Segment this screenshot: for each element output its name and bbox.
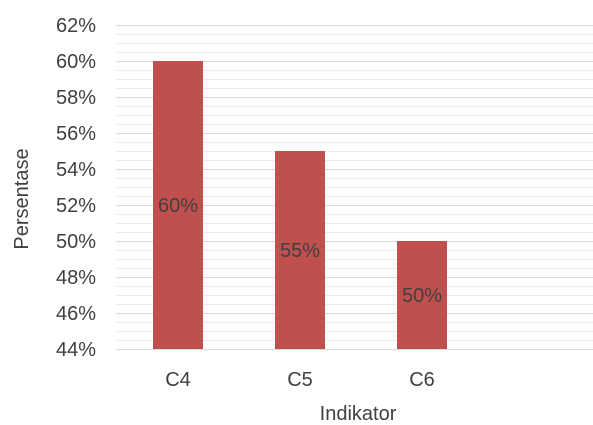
data-label: 55%	[280, 240, 320, 262]
x-tick-labels: C4 C5 C6	[165, 369, 435, 391]
x-tick-label: C4	[165, 369, 191, 391]
y-tick-label: 50%	[56, 231, 96, 253]
x-axis-title: Indikator	[320, 403, 397, 425]
y-tick-label: 52%	[56, 195, 96, 217]
data-label: 60%	[158, 195, 198, 217]
x-tick-label: C6	[409, 369, 435, 391]
y-axis-title: Persentase	[11, 148, 33, 249]
y-tick-label: 44%	[56, 339, 96, 361]
y-tick-label: 48%	[56, 267, 96, 289]
bar-c6	[397, 241, 447, 349]
y-tick-label: 54%	[56, 159, 96, 181]
y-tick-label: 56%	[56, 123, 96, 145]
x-tick-label: C5	[287, 369, 313, 391]
bars	[153, 61, 447, 349]
y-tick-label: 60%	[56, 51, 96, 73]
y-tick-labels: 44% 46% 48% 50% 52% 54% 56% 58% 60% 62%	[56, 15, 96, 361]
data-labels: 60% 55% 50%	[158, 195, 442, 307]
bar-c5	[275, 151, 325, 349]
data-label: 50%	[402, 285, 442, 307]
bar-c4	[153, 61, 203, 349]
y-tick-label: 46%	[56, 303, 96, 325]
y-tick-label: 58%	[56, 87, 96, 109]
y-tick-label: 62%	[56, 15, 96, 37]
